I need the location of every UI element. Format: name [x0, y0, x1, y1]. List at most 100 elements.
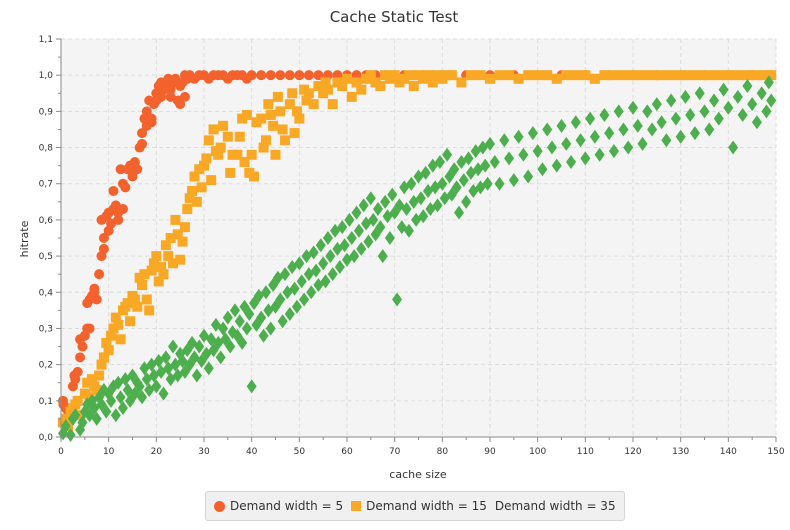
data-point [675, 129, 686, 144]
data-point [96, 359, 107, 370]
data-point [106, 393, 117, 408]
data-point [599, 107, 610, 122]
data-point [194, 339, 205, 354]
x-tick-label: 100 [529, 447, 546, 457]
data-point [380, 194, 391, 209]
data-point [94, 269, 105, 280]
data-point [327, 267, 338, 282]
data-point [556, 118, 567, 133]
data-point [311, 263, 322, 278]
x-tick-label: 40 [246, 447, 258, 457]
data-point [608, 144, 619, 159]
data-point [148, 258, 159, 269]
data-point [98, 352, 109, 363]
data-point [153, 276, 164, 287]
data-point [294, 113, 305, 124]
data-point [246, 70, 257, 81]
data-point [551, 73, 562, 84]
data-point [751, 70, 762, 81]
data-point [172, 229, 183, 240]
data-point [632, 118, 643, 133]
data-point [113, 319, 124, 330]
data-point [375, 220, 386, 235]
data-point [353, 223, 364, 238]
data-point [137, 138, 148, 149]
data-point [179, 91, 190, 102]
data-point [222, 310, 233, 325]
data-point [256, 310, 267, 325]
data-point [65, 428, 76, 442]
data-point [160, 350, 171, 365]
data-point [575, 133, 586, 148]
data-point [75, 352, 86, 363]
data-point [628, 100, 638, 115]
legend-label: Demand width = 15 [366, 499, 487, 513]
data-point [110, 408, 121, 423]
data-point [670, 111, 681, 126]
data-point [377, 249, 388, 264]
data-point [218, 321, 229, 336]
data-point [485, 73, 495, 84]
data-point [580, 151, 591, 166]
data-point [98, 233, 109, 243]
data-point [175, 254, 186, 265]
data-point [284, 99, 295, 110]
data-point [263, 99, 274, 110]
data-point [234, 131, 245, 142]
data-point [494, 176, 505, 191]
data-point [237, 335, 248, 350]
data-point [110, 312, 121, 323]
data-point [532, 144, 543, 159]
data-point [542, 122, 553, 137]
data-point [303, 88, 314, 99]
data-point [268, 120, 279, 131]
data-point [713, 111, 724, 126]
data-point [580, 70, 591, 81]
data-point [101, 404, 112, 419]
data-point [308, 99, 319, 110]
data-point [504, 151, 515, 166]
data-point [454, 205, 465, 220]
data-point [585, 111, 596, 126]
x-tick-label: 130 [672, 447, 689, 457]
data-point [72, 366, 83, 377]
data-point [508, 173, 519, 188]
data-point [320, 77, 331, 88]
y-tick-label: 0,1 [39, 397, 53, 407]
data-point [203, 361, 214, 376]
data-point [489, 155, 500, 170]
data-point [656, 115, 667, 130]
data-point [103, 345, 114, 356]
data-point [513, 129, 524, 144]
data-point [122, 298, 133, 309]
data-point [403, 70, 414, 81]
data-point [129, 294, 140, 305]
data-point [256, 113, 267, 124]
data-point [146, 113, 157, 124]
x-tick-label: 60 [341, 447, 353, 457]
data-point [191, 196, 202, 207]
data-point [106, 330, 117, 341]
data-point [342, 252, 352, 267]
x-tick-label: 0 [58, 447, 64, 457]
data-point [313, 81, 324, 92]
data-point [72, 395, 83, 406]
data-point [465, 70, 476, 81]
data-point [327, 99, 338, 110]
data-point [351, 77, 362, 88]
data-point [704, 122, 715, 137]
data-point [301, 95, 312, 106]
data-point [320, 274, 331, 289]
data-point [170, 214, 181, 225]
data-point [463, 151, 474, 166]
data-point [432, 198, 443, 213]
data-point [117, 401, 128, 416]
data-point [685, 107, 696, 122]
data-point [165, 233, 176, 243]
data-point [456, 77, 467, 88]
data-point [139, 269, 150, 280]
data-point [392, 292, 403, 307]
data-point [213, 149, 224, 160]
series-2 [58, 70, 777, 432]
